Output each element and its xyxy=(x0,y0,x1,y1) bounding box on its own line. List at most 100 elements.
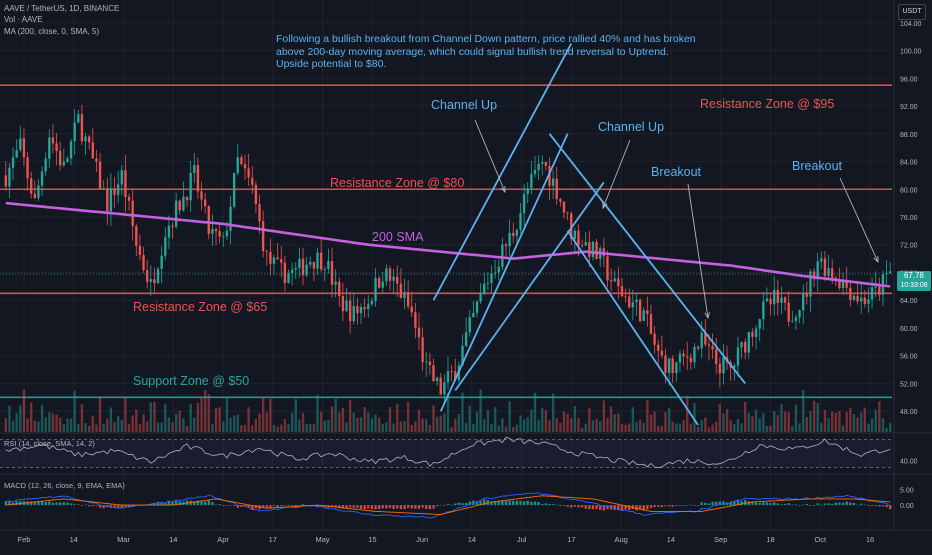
drawings: Channel Up Channel Up Breakout Breakout 200 … xyxy=(372,43,879,426)
candle-body xyxy=(243,164,247,169)
annotation-arrow xyxy=(687,183,709,319)
candle-body xyxy=(530,173,533,189)
candle-body xyxy=(131,200,134,227)
candle-body xyxy=(533,170,537,174)
candle-body xyxy=(493,272,497,274)
volume-bar xyxy=(218,407,221,432)
candle-body xyxy=(475,301,479,313)
macd-histogram-bar xyxy=(290,505,294,506)
volume-bar xyxy=(638,419,642,432)
macd-histogram-bar xyxy=(164,502,167,506)
volume-bar xyxy=(298,419,301,432)
macd-histogram-bar xyxy=(8,501,11,506)
candle-body xyxy=(330,261,334,285)
candle-body xyxy=(762,301,765,320)
annotation-label: Channel Up xyxy=(598,120,664,134)
candle-body xyxy=(261,221,265,252)
volume-bar xyxy=(171,421,174,432)
level-label: Resistance Zone @ $65 xyxy=(133,300,267,314)
candle-body xyxy=(860,297,863,302)
volume-bar xyxy=(316,394,319,432)
candle-body xyxy=(497,266,500,273)
symbol-legend[interactable]: AAVE / TetherUS, 1D, BINANCE xyxy=(4,4,120,13)
volume-bar xyxy=(490,424,493,432)
candle-body xyxy=(127,196,131,201)
channel-up-1-lower xyxy=(439,133,569,412)
volume-bar xyxy=(301,413,305,432)
macd-histogram-bar xyxy=(809,505,812,506)
volume-bar xyxy=(704,417,707,432)
macd-histogram-bar xyxy=(280,505,283,507)
volume-bar xyxy=(247,407,250,432)
volume-bar xyxy=(283,418,287,432)
macd-histogram-bar xyxy=(667,505,671,507)
candle-body xyxy=(515,229,519,236)
macd-histogram-bar xyxy=(577,505,580,508)
level-label: Support Zone @ $50 xyxy=(133,374,249,388)
volume-bar xyxy=(660,426,664,432)
candle-body xyxy=(370,300,374,305)
candle-body xyxy=(352,305,355,322)
volume-bar xyxy=(849,407,852,432)
macd-histogram-bar xyxy=(19,501,22,506)
candle-body xyxy=(87,136,91,143)
annotation-arrow xyxy=(839,177,879,263)
macd-histogram-bar xyxy=(595,505,598,509)
volume-bar xyxy=(881,418,885,432)
volume-bar xyxy=(135,409,138,432)
annotation-arrow xyxy=(474,119,506,193)
candle-body xyxy=(446,371,450,383)
volume-bar xyxy=(214,407,218,432)
candle-body xyxy=(548,165,551,186)
macd-histogram-bar xyxy=(120,505,123,508)
volume-bar xyxy=(323,420,326,432)
candle-body xyxy=(718,363,722,374)
volume-bar xyxy=(95,424,98,432)
volume-bar xyxy=(725,408,729,432)
macd-histogram-bar xyxy=(820,504,823,506)
volume-bar xyxy=(533,392,537,432)
volume-legend[interactable]: Vol · AAVE xyxy=(4,15,43,24)
currency-button[interactable]: USDT xyxy=(898,4,926,20)
y-tick-label: 88.00 xyxy=(900,132,918,139)
volume-bar xyxy=(410,425,413,432)
arrow-head xyxy=(500,185,506,194)
volume-bar xyxy=(798,423,801,432)
volume-bar xyxy=(588,407,591,432)
macd-histogram-bar xyxy=(381,505,384,509)
volume-bar xyxy=(541,407,544,432)
y-tick-label: 80.00 xyxy=(900,187,918,194)
macd-histogram-bar xyxy=(602,505,606,511)
volume-bar xyxy=(555,418,558,432)
candle-body xyxy=(145,270,149,282)
candle-body xyxy=(359,307,363,314)
macd-histogram-bar xyxy=(729,501,732,506)
volume-bar xyxy=(185,425,189,432)
volume-bar xyxy=(515,424,519,432)
candle-body xyxy=(269,251,272,264)
candle-body xyxy=(276,257,279,260)
volume-bar xyxy=(620,424,624,432)
volume-bar xyxy=(794,404,798,432)
candle-body xyxy=(526,188,529,195)
candle-body xyxy=(769,298,772,305)
x-tick-label: Jun xyxy=(416,535,428,544)
macd-histogram-bar xyxy=(33,501,36,506)
volume-bar xyxy=(446,392,450,432)
macd-histogram-bar xyxy=(450,504,453,506)
volume-bar xyxy=(189,403,192,432)
volume-bar xyxy=(33,420,36,432)
candle-body xyxy=(667,358,671,373)
macd-histogram-bar xyxy=(758,502,761,506)
macd-histogram-bar xyxy=(874,505,877,506)
annotation-arrow xyxy=(602,139,631,209)
macd-histogram-bar xyxy=(283,505,287,506)
candle-body xyxy=(91,142,94,159)
ma-legend[interactable]: MA (200, close, 0, SMA, 5) xyxy=(4,27,100,36)
macd-histogram-bar xyxy=(762,502,765,506)
macd-histogram-bar xyxy=(660,505,664,508)
macd-histogram-bar xyxy=(740,501,743,506)
macd-histogram-bar xyxy=(812,505,816,506)
